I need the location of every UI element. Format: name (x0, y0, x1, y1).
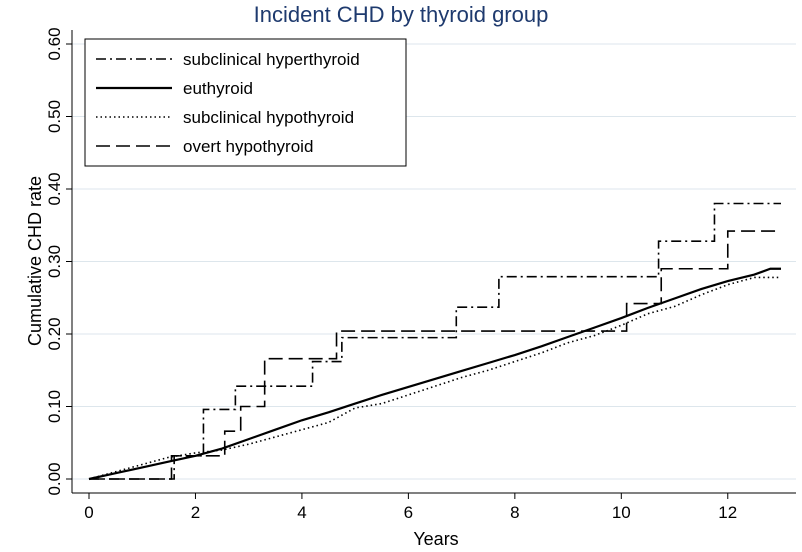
legend: subclinical hyperthyroid euthyroid subclin… (84, 38, 407, 167)
series-line-subclinical-hypothyroid (88, 276, 781, 480)
chart-title: Incident CHD by thyroid group (253, 2, 549, 27)
series-lines (88, 202, 781, 481)
axes: 0.00 0.10 0.20 0.30 0.40 0.50 0.60 0 2 4 6 8 10 12 Yea… (25, 27, 796, 549)
y-tick-label-3: 0.30 (45, 245, 64, 278)
y-tick-label-5: 0.50 (45, 100, 64, 133)
x-tick-label-6: 12 (718, 503, 737, 522)
legend-box (84, 38, 407, 167)
x-tick-label-0: 0 (84, 503, 93, 522)
y-tick-label-6: 0.60 (45, 27, 64, 60)
y-tick-label-1: 0.10 (45, 390, 64, 423)
y-axis-title: Cumulative CHD rate (25, 176, 45, 346)
y-tick-label-0: 0.00 (45, 462, 64, 495)
x-tick-label-2: 4 (297, 503, 306, 522)
legend-label-3: overt hypothyroid (183, 137, 313, 156)
x-tick-label-4: 8 (510, 503, 519, 522)
grid-lines (72, 43, 796, 480)
x-tick-label-5: 10 (612, 503, 631, 522)
legend-label-0: subclinical hyperthyroid (183, 50, 360, 69)
series-line-subclinical-hyperthyroid (89, 202, 781, 480)
x-axis-title: Years (413, 529, 458, 549)
x-tick-label-3: 6 (404, 503, 413, 522)
y-tick-label-2: 0.20 (45, 317, 64, 350)
y-tick-label-4: 0.40 (45, 172, 64, 205)
x-tick-label-1: 2 (191, 503, 200, 522)
series-line-euthyroid (88, 267, 781, 481)
series-line-overt-hypothyroid (89, 230, 781, 480)
legend-label-1: euthyroid (183, 79, 253, 98)
legend-label-2: subclinical hypothyroid (183, 108, 354, 127)
